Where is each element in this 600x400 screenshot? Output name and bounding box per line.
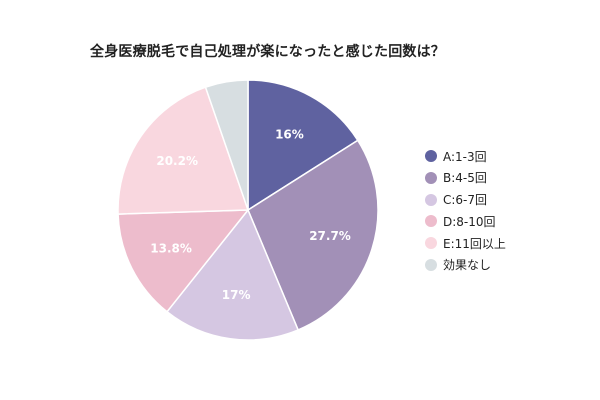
- legend-item-1: A:1-3回: [425, 148, 506, 164]
- pie-slice-5: [117, 86, 250, 215]
- legend-swatch-icon: [425, 215, 437, 228]
- legend-item-2: B:4-5回: [425, 170, 506, 186]
- legend-label: D:8-10回: [443, 214, 496, 229]
- slice-data-label-4: 13.8%: [150, 242, 192, 256]
- legend-swatch-icon: [425, 193, 437, 206]
- slice-data-label-2: 27.7%: [309, 229, 351, 243]
- legend-item-3: C:6-7回: [425, 192, 506, 208]
- legend-label: B:4-5回: [443, 171, 487, 186]
- slice-data-label-3: 17%: [222, 288, 251, 302]
- slice-data-label-5: 20.2%: [156, 154, 198, 168]
- legend-item-4: D:8-10回: [425, 213, 506, 229]
- legend-item-5: E:11回以上: [425, 235, 506, 251]
- legend-label: 効果なし: [443, 258, 492, 273]
- pie-slice-2: [247, 139, 379, 331]
- chart-legend: A:1-3回 B:4-5回 C:6-7回 D:8-10回 E:11回以上 効果なし: [425, 148, 506, 279]
- pie-slice-1: [247, 79, 359, 212]
- legend-swatch-icon: [425, 237, 437, 250]
- legend-swatch-icon: [425, 171, 437, 184]
- legend-label: C:6-7回: [443, 193, 488, 208]
- slice-data-label-1: 16%: [275, 128, 304, 142]
- legend-swatch-icon: [425, 258, 437, 271]
- legend-label: A:1-3回: [443, 149, 487, 164]
- chart-title: 全身医療脱毛で自己処理が楽になったと感じた回数は？: [90, 44, 445, 60]
- legend-swatch-icon: [425, 150, 437, 162]
- pie-slice-6: [204, 79, 249, 211]
- legend-label: E:11回以上: [443, 236, 506, 251]
- pie-slice-4: [117, 209, 250, 313]
- pie-slice-3: [165, 208, 300, 341]
- legend-item-6: 効果なし: [425, 257, 506, 273]
